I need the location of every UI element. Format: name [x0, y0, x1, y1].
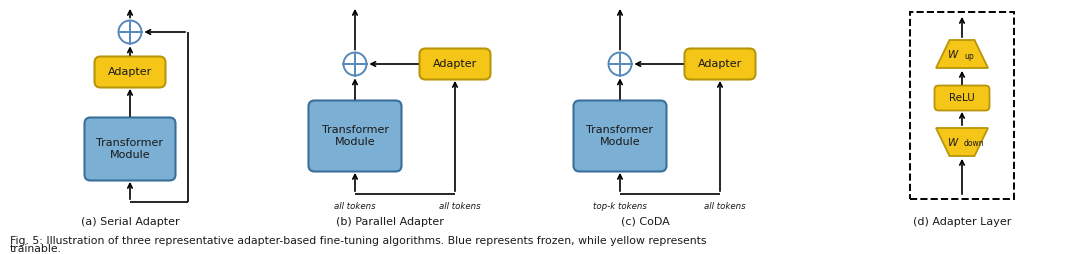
FancyBboxPatch shape [573, 101, 666, 171]
Text: Transformer
Module: Transformer Module [322, 125, 389, 147]
Text: $\mathit{W}$: $\mathit{W}$ [947, 136, 960, 148]
Text: all tokens: all tokens [440, 202, 481, 211]
Text: $\mathit{W}$: $\mathit{W}$ [947, 48, 960, 60]
Text: trainable.: trainable. [10, 245, 62, 254]
FancyBboxPatch shape [309, 101, 402, 171]
Text: Transformer
Module: Transformer Module [96, 138, 163, 160]
FancyBboxPatch shape [419, 49, 490, 80]
Text: down: down [964, 139, 985, 149]
Text: Adapter: Adapter [698, 59, 742, 69]
Text: (d) Adapter Layer: (d) Adapter Layer [913, 217, 1011, 227]
Text: all tokens: all tokens [334, 202, 376, 211]
FancyBboxPatch shape [95, 56, 165, 87]
FancyBboxPatch shape [934, 86, 989, 110]
Text: Adapter: Adapter [108, 67, 152, 77]
Polygon shape [936, 128, 988, 156]
FancyBboxPatch shape [685, 49, 756, 80]
Polygon shape [936, 40, 988, 68]
Text: (c) CoDA: (c) CoDA [621, 217, 670, 227]
Text: (a) Serial Adapter: (a) Serial Adapter [81, 217, 179, 227]
Text: top-k tokens: top-k tokens [593, 202, 647, 211]
Text: all tokens: all tokens [704, 202, 746, 211]
Text: ReLU: ReLU [949, 93, 975, 103]
FancyBboxPatch shape [84, 118, 175, 181]
Text: (b) Parallel Adapter: (b) Parallel Adapter [336, 217, 444, 227]
Text: Fig. 5: Illustration of three representative adapter-based fine-tuning algorithm: Fig. 5: Illustration of three representa… [10, 235, 706, 246]
Text: up: up [964, 52, 974, 60]
Text: Adapter: Adapter [433, 59, 477, 69]
Text: Transformer
Module: Transformer Module [586, 125, 653, 147]
